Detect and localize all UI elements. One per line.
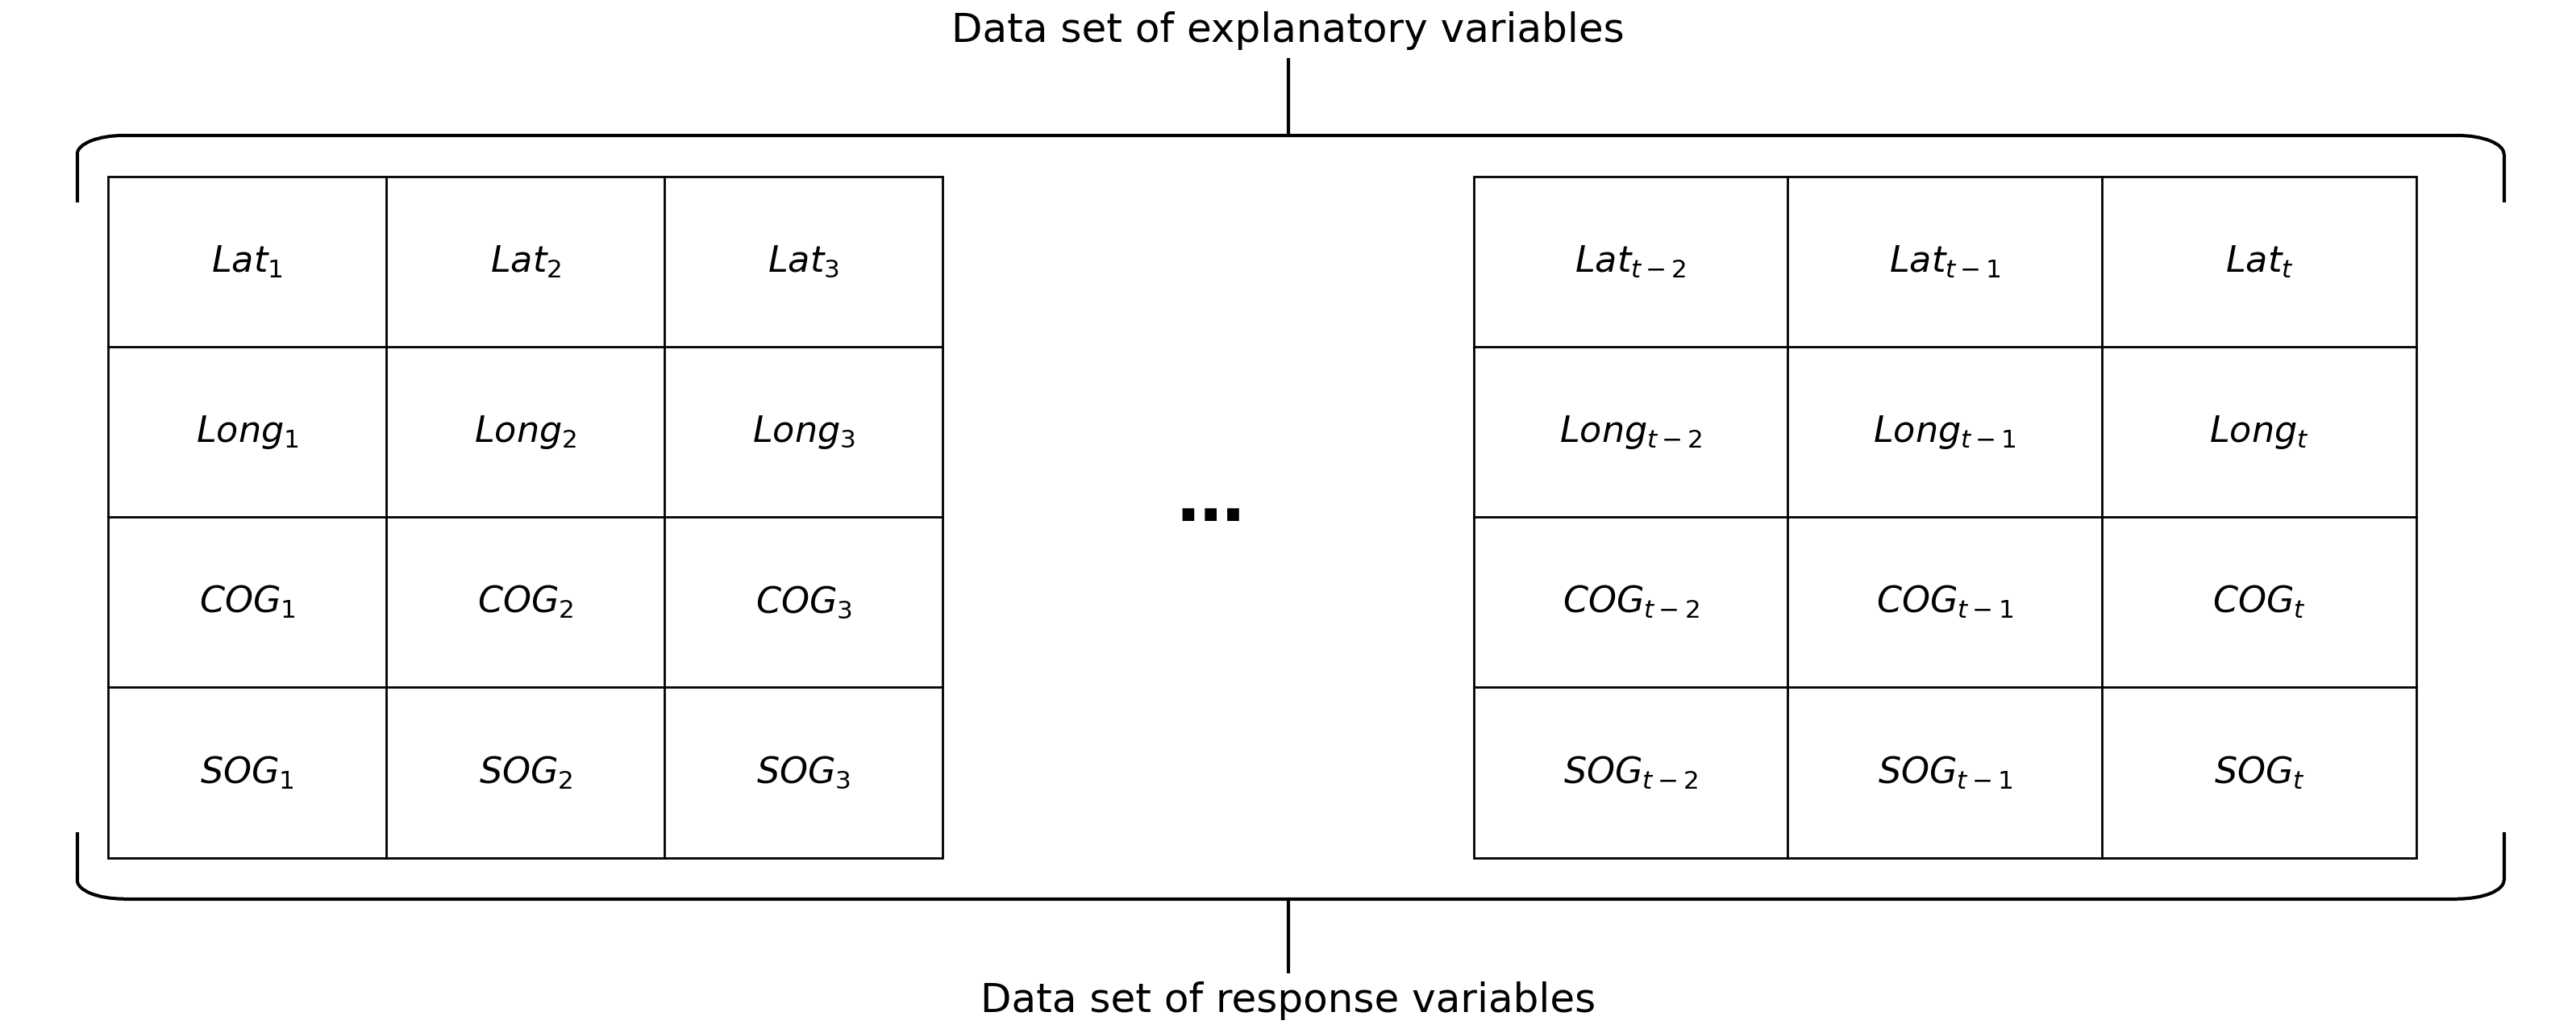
Text: $\mathit{SOG}_3$: $\mathit{SOG}_3$ bbox=[757, 754, 850, 790]
Text: $\mathit{Lat}_2$: $\mathit{Lat}_2$ bbox=[489, 244, 562, 280]
Text: $\mathit{Lat}_{t-2}$: $\mathit{Lat}_{t-2}$ bbox=[1574, 244, 1687, 280]
Text: $\mathit{Lat}_1$: $\mathit{Lat}_1$ bbox=[211, 244, 283, 280]
Text: $\mathit{COG}_3$: $\mathit{COG}_3$ bbox=[755, 585, 853, 620]
Text: $\mathit{Long}_{t-1}$: $\mathit{Long}_{t-1}$ bbox=[1873, 413, 2017, 450]
Text: Data set of response variables: Data set of response variables bbox=[981, 981, 1595, 1021]
Text: $\mathit{SOG}_{t-2}$: $\mathit{SOG}_{t-2}$ bbox=[1564, 754, 1698, 790]
Text: $\mathit{COG}_1$: $\mathit{COG}_1$ bbox=[198, 584, 296, 621]
Text: $\mathit{SOG}_2$: $\mathit{SOG}_2$ bbox=[479, 754, 572, 790]
Text: $\mathit{COG}_{t-1}$: $\mathit{COG}_{t-1}$ bbox=[1875, 584, 2014, 621]
Text: $\mathit{Long}_{t-2}$: $\mathit{Long}_{t-2}$ bbox=[1558, 413, 1703, 450]
Text: $\mathit{SOG}_t$: $\mathit{SOG}_t$ bbox=[2213, 754, 2306, 790]
Text: $\mathit{COG}_{t-2}$: $\mathit{COG}_{t-2}$ bbox=[1561, 584, 1700, 621]
Bar bbox=[108, 177, 943, 857]
Text: $\mathit{Long}_t$: $\mathit{Long}_t$ bbox=[2210, 413, 2308, 450]
Text: $\mathit{COG}_2$: $\mathit{COG}_2$ bbox=[477, 584, 574, 621]
Text: $\boldsymbol{\cdots}$: $\boldsymbol{\cdots}$ bbox=[1177, 484, 1239, 550]
Text: $\mathit{Long}_1$: $\mathit{Long}_1$ bbox=[196, 413, 299, 450]
Text: $\mathit{SOG}_1$: $\mathit{SOG}_1$ bbox=[201, 754, 294, 790]
Bar bbox=[1473, 177, 2416, 857]
Text: $\mathit{Lat}_t$: $\mathit{Lat}_t$ bbox=[2226, 244, 2293, 280]
Text: $\mathit{Lat}_{t-1}$: $\mathit{Lat}_{t-1}$ bbox=[1888, 244, 2002, 280]
Text: $\mathit{Long}_3$: $\mathit{Long}_3$ bbox=[752, 413, 855, 450]
Text: $\mathit{SOG}_{t-1}$: $\mathit{SOG}_{t-1}$ bbox=[1878, 754, 2012, 790]
Text: $\mathit{Lat}_3$: $\mathit{Lat}_3$ bbox=[768, 244, 840, 279]
Text: $\mathit{COG}_t$: $\mathit{COG}_t$ bbox=[2213, 584, 2306, 621]
Text: Data set of explanatory variables: Data set of explanatory variables bbox=[951, 11, 1625, 50]
Text: $\mathit{Long}_2$: $\mathit{Long}_2$ bbox=[474, 413, 577, 450]
